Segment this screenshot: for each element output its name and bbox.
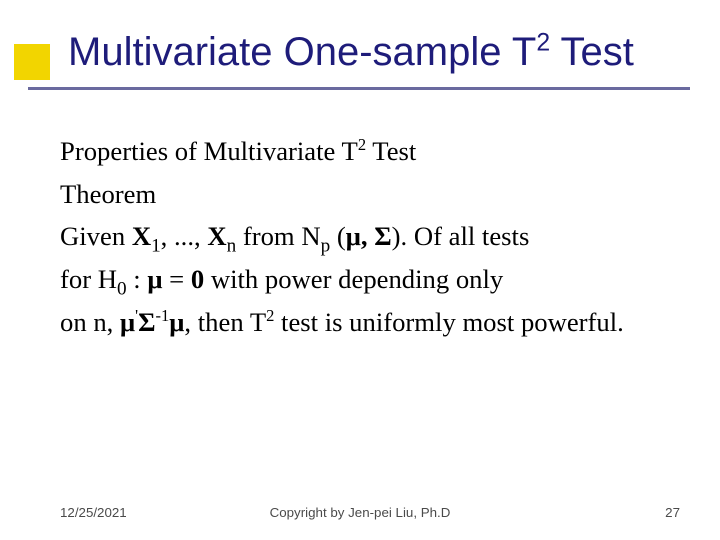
- vector-X: X: [207, 221, 226, 251]
- text: =: [162, 264, 190, 294]
- text: Properties of Multivariate T: [60, 136, 358, 166]
- text: Theorem: [60, 179, 156, 209]
- footer-copyright: Copyright by Jen-pei Liu, Ph.D: [0, 505, 720, 520]
- sup: 2: [358, 135, 366, 154]
- slide-body: Properties of Multivariate T2 Test Theor…: [60, 130, 660, 343]
- sub: 0: [117, 278, 127, 299]
- title-superscript: 2: [536, 30, 550, 57]
- slide-title: Multivariate One-sample T2 Test: [68, 30, 634, 75]
- text: , ...,: [161, 221, 208, 251]
- text: , then T: [184, 307, 266, 337]
- mu: μ: [120, 307, 135, 337]
- title-underline: [28, 87, 690, 90]
- text: with power depending only: [204, 264, 503, 294]
- text: from N: [236, 221, 320, 251]
- sigma: Σ: [374, 221, 391, 251]
- text: for H: [60, 264, 117, 294]
- body-line-1: Properties of Multivariate T2 Test: [60, 130, 660, 173]
- body-line-5: on n, μ'Σ-1μ, then T2 test is uniformly …: [60, 301, 660, 344]
- text: :: [127, 264, 148, 294]
- body-line-3: Given X1, ..., Xn from Np (μ, Σ). Of all…: [60, 215, 660, 258]
- vector-X: X: [132, 221, 151, 251]
- text: (: [330, 221, 346, 251]
- sup: -1: [156, 306, 170, 325]
- body-line-4: for H0 : μ = 0 with power depending only: [60, 258, 660, 301]
- title-part-1: Multivariate One-sample T: [68, 30, 536, 74]
- slide: Multivariate One-sample T2 Test Properti…: [0, 0, 720, 540]
- text: Given: [60, 221, 132, 251]
- text: on n,: [60, 307, 120, 337]
- accent-square: [14, 44, 50, 80]
- mu: μ: [147, 264, 162, 294]
- sigma: Σ: [138, 307, 155, 337]
- sub: p: [321, 236, 331, 257]
- body-line-2: Theorem: [60, 173, 660, 216]
- sub: n: [227, 236, 237, 257]
- zero-vector: 0: [191, 264, 204, 294]
- mu: μ: [169, 307, 184, 337]
- sub: 1: [151, 236, 161, 257]
- text: ). Of all tests: [392, 221, 530, 251]
- text: Test: [366, 136, 416, 166]
- title-part-2: Test: [550, 30, 634, 74]
- footer-page-number: 27: [665, 505, 680, 520]
- text: test is uniformly most powerful.: [274, 307, 623, 337]
- mu: μ,: [346, 221, 374, 251]
